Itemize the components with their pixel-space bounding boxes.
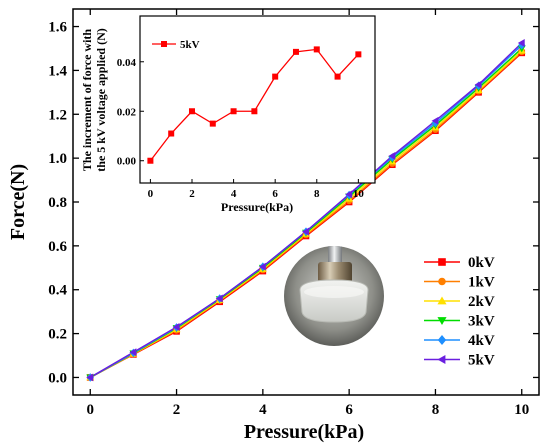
inset-data-point-5kV [334,73,341,80]
main-y-tick-label: 1.6 [48,20,67,36]
inset-legend-label-5kV: 5kV [180,39,200,51]
inset-data-point-5kV [147,157,154,164]
inset-x-tick-label: 8 [314,188,320,200]
data-point-5kV [86,373,94,382]
data-point-5kV [388,151,396,160]
main-y-tick-label: 1.4 [48,63,67,79]
inset-y-axis-title-line-1: The increment of force with [80,29,94,172]
data-point-5kV [129,348,137,357]
inset-x-axis-title: Pressure(kPa) [221,200,293,214]
legend-marker-2kV [437,296,447,305]
main-legend: 0kV 1kV 2kV 3kV 4kV 5kV [424,255,495,369]
main-y-axis-title: Force(N) [7,164,29,240]
legend-marker-3kV [437,317,447,326]
main-x-axis-title: Pressure(kPa) [244,421,364,443]
data-point-5kV [172,323,180,331]
legend-label-0kV: 0kV [468,255,495,271]
inset-legend: 5kV [152,39,200,51]
legend-marker-5kV [437,354,446,365]
inset-data-point-5kV [188,108,195,115]
legend-label-5kV: 5kV [468,353,495,369]
inset-y-axis-title-line-2: the 5 kV voltage applied (N) [94,28,108,171]
inset-y-tick-label: 0.02 [117,106,137,118]
inset-data-point-5kV [292,48,299,55]
data-point-5kV [345,190,353,199]
inset-x-tick-label: 10 [353,188,365,200]
inset-axis-ticks: 0 2 4 6 8 10 0.00 0.02 0.04 [117,57,365,200]
legend-marker-0kV [438,258,446,266]
legend-label-2kV: 2kV [468,294,495,310]
inset-data-point-5kV [272,73,279,80]
inset-data-point-5kV [168,130,175,137]
inset-plot-frame [139,15,376,184]
main-axis-ticks: 0 2 4 6 8 10 0.0 0.2 0.4 0.6 0.8 1.0 1.2 1.4 1.6 [48,9,539,418]
main-y-tick-label: 0.0 [48,370,67,386]
main-y-tick-label: 1.2 [48,107,67,123]
inset-data-point-5kV [355,51,362,58]
main-y-tick-label: 0.8 [48,195,67,211]
main-series-group [86,39,526,382]
main-x-tick-label: 8 [432,402,440,418]
data-point-5kV [302,227,309,236]
inset-data-point-5kV [313,46,320,53]
inset-series-group [147,46,362,164]
legend-marker-1kV [438,277,446,286]
main-y-tick-label: 1.0 [48,151,67,167]
inset-x-tick-label: 2 [189,188,195,200]
inset-data-point-5kV [230,108,237,115]
inset-legend-marker-5kV [161,41,167,47]
main-x-tick-label: 6 [345,402,353,418]
inset-y-tick-label: 0.00 [117,156,137,168]
inset-data-point-5kV [209,120,216,127]
main-y-tick-label: 0.2 [48,327,67,343]
legend-marker-4kV [437,335,447,345]
data-point-5kV [517,39,525,47]
legend-label-4kV: 4kV [468,333,495,349]
data-point-5kV [258,262,266,271]
data-point-5kV [474,80,482,89]
main-x-tick-label: 4 [259,402,267,418]
legend-label-3kV: 3kV [468,314,495,330]
legend-label-1kV: 1kV [468,275,495,291]
inset-x-tick-label: 0 [148,188,154,200]
data-point-5kV [431,116,439,125]
main-x-tick-label: 10 [514,402,529,418]
main-x-tick-label: 0 [87,402,95,418]
inset-y-tick-label: 0.04 [117,57,137,69]
inset-x-tick-label: 6 [272,188,278,200]
data-point-5kV [215,294,223,303]
device-photo [284,246,384,346]
inset-data-point-5kV [251,108,258,115]
main-y-tick-label: 0.4 [48,283,67,299]
main-x-tick-label: 2 [173,402,181,418]
main-y-tick-label: 0.6 [48,239,67,255]
inset-x-tick-label: 4 [231,188,237,200]
